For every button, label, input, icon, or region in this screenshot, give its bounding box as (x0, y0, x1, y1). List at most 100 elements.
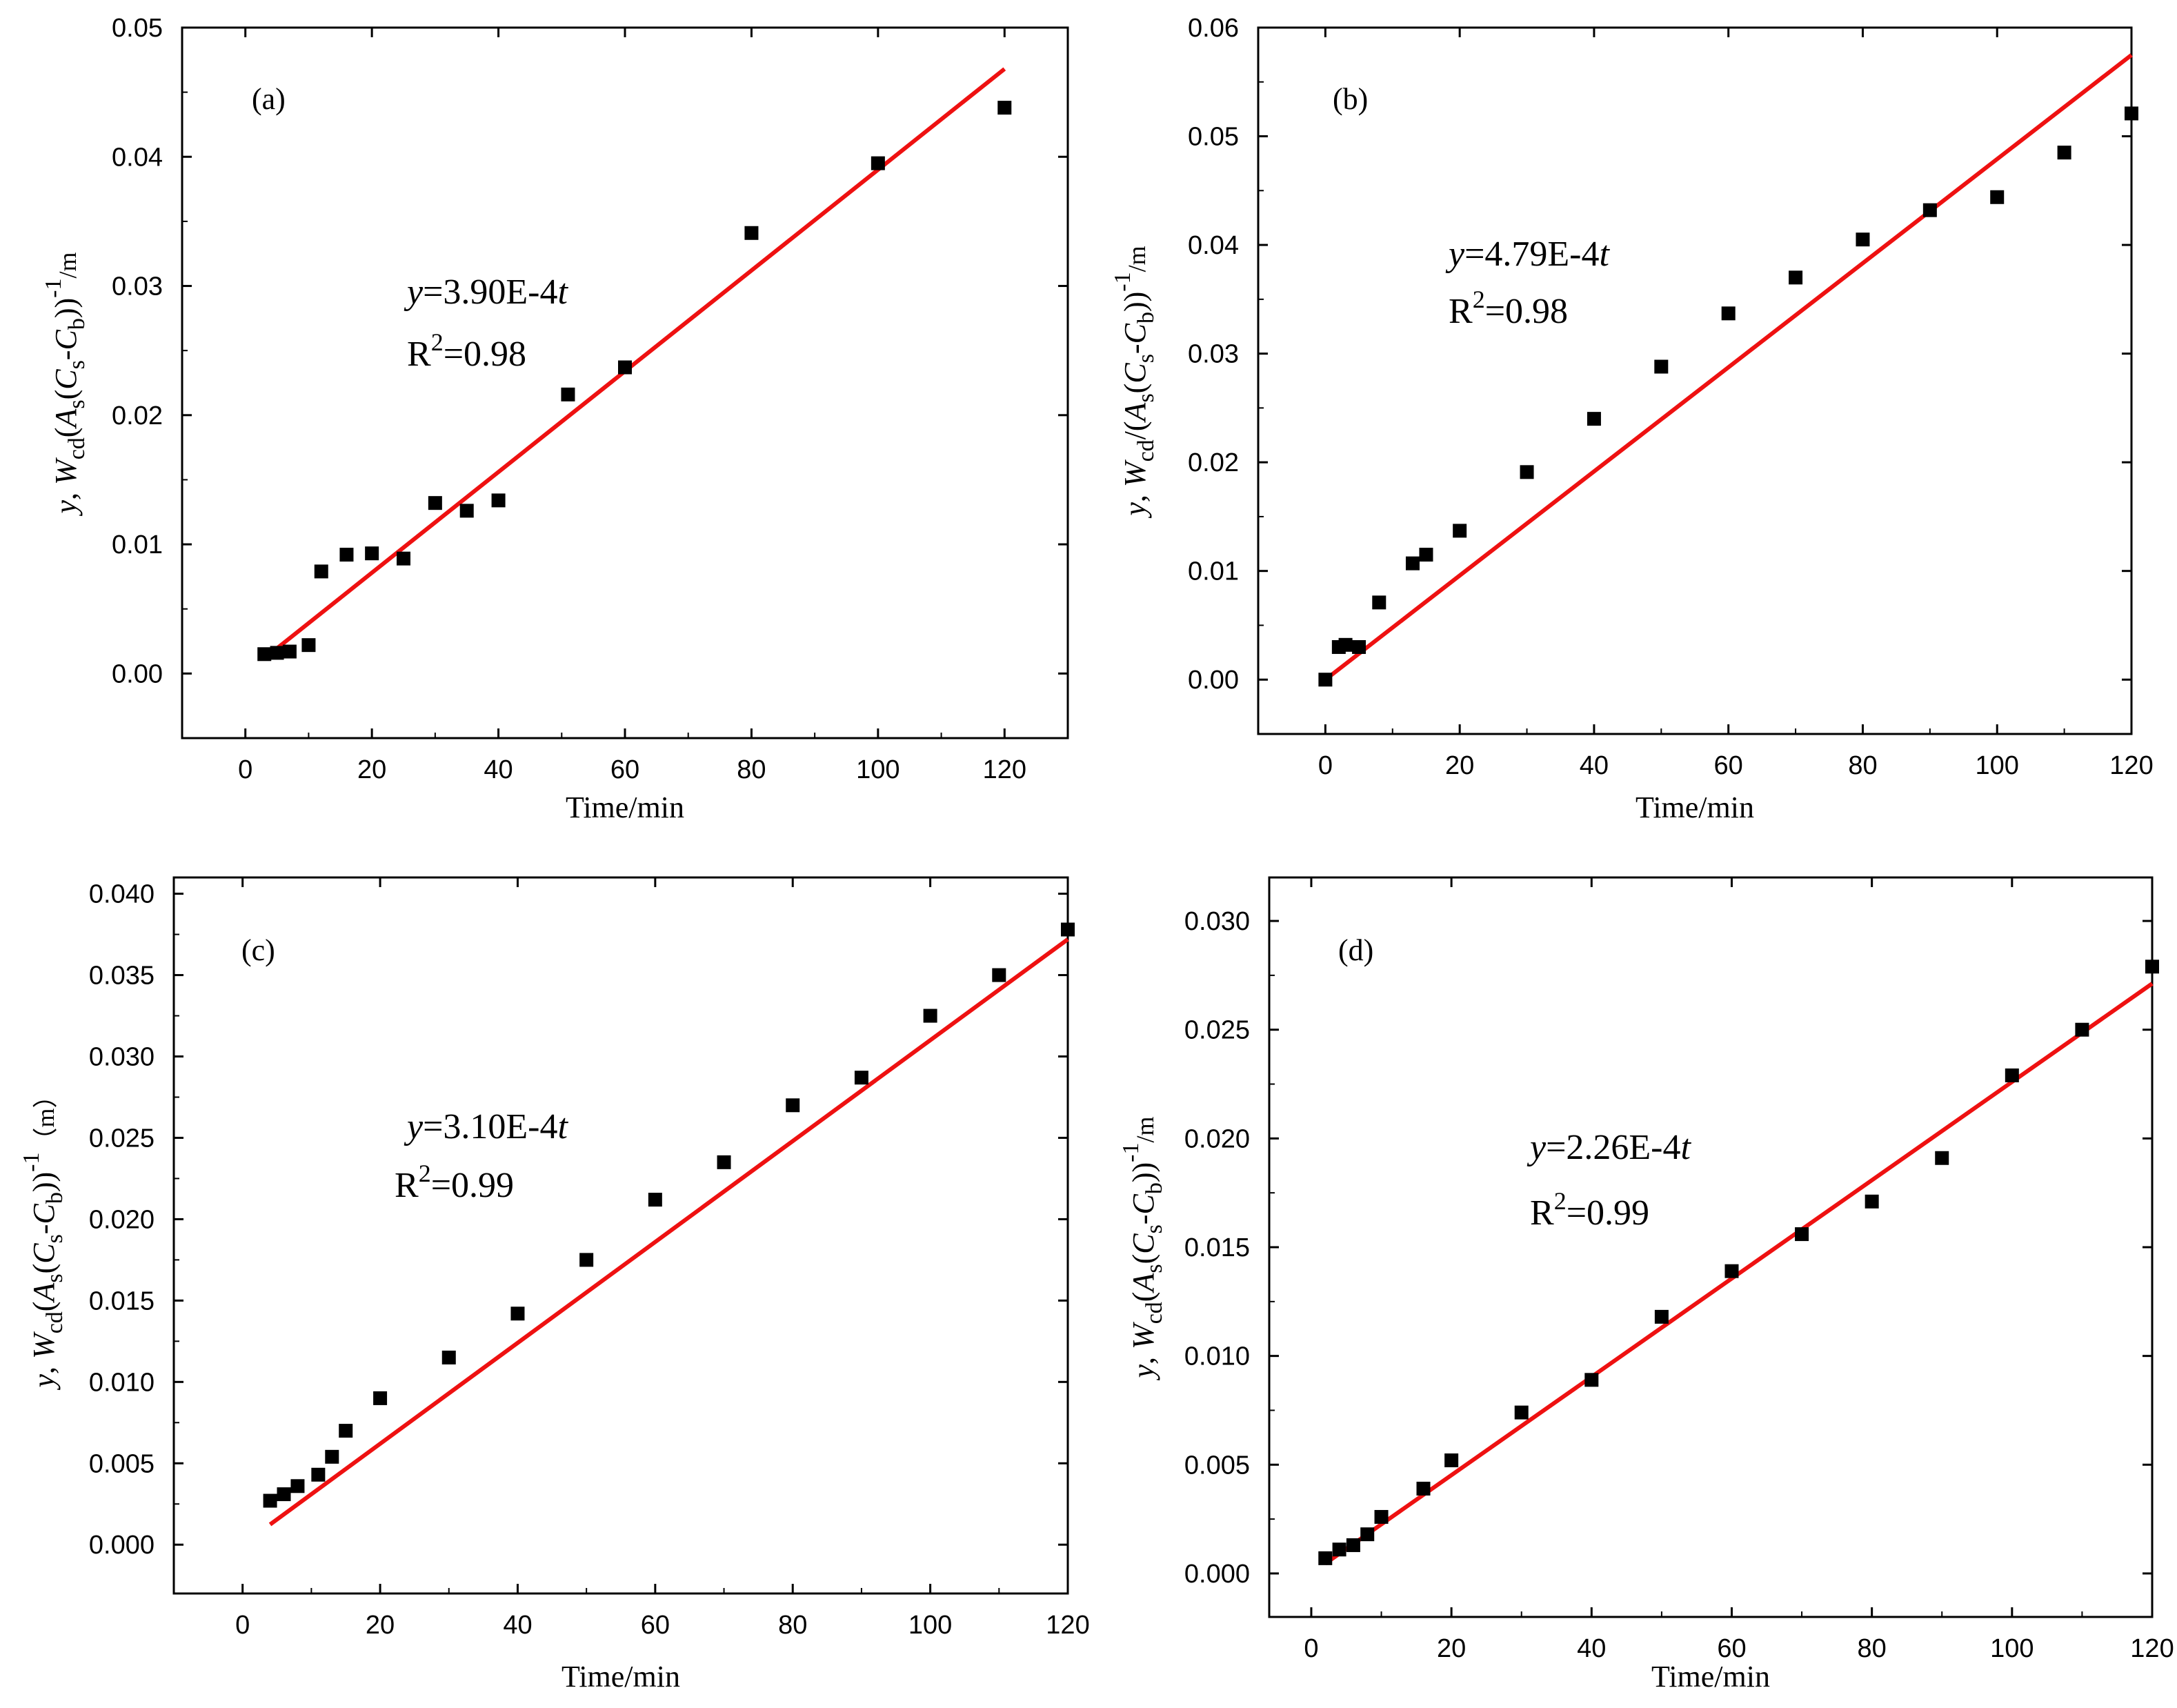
x-axis-title: Time/min (561, 1660, 680, 1694)
fit-line (1324, 982, 2154, 1566)
x-tick-label: 80 (778, 1611, 807, 1640)
data-point (459, 504, 474, 518)
y-tick-label: 0.04 (1188, 231, 1239, 260)
y-tick-label: 0.005 (1184, 1451, 1250, 1480)
y-tick-label: 0.030 (1184, 907, 1250, 936)
y-tick-label: 0.020 (89, 1205, 155, 1234)
data-point (2005, 1068, 2019, 1082)
fit-equation: y=3.10E-4t (404, 1107, 569, 1146)
x-tick-label: 120 (2130, 1634, 2174, 1663)
data-point (1444, 1453, 1459, 1467)
data-point (373, 1391, 388, 1405)
panel-label: (b) (1333, 82, 1368, 116)
data-point (1587, 412, 1601, 426)
x-tick-label: 60 (1714, 751, 1743, 780)
fit-line (268, 937, 1069, 1527)
y-axis-title: y, Wcd/(As(Cs-Cb))-1/m (1110, 246, 1159, 518)
y-tick-label: 0.010 (89, 1368, 155, 1397)
y-tick-label: 0.00 (1188, 666, 1239, 695)
x-tick-label: 60 (1717, 1634, 1746, 1663)
y-tick-label: 0.000 (1184, 1560, 1250, 1589)
data-point (1346, 1538, 1360, 1552)
data-point (992, 968, 1006, 982)
panel-label: (c) (241, 933, 275, 967)
y-tick-label: 0.00 (112, 659, 163, 688)
x-tick-label: 60 (641, 1611, 670, 1640)
data-point (1584, 1373, 1599, 1387)
data-point (510, 1307, 525, 1321)
data-point (301, 638, 316, 653)
data-point (854, 1071, 868, 1085)
data-point (1935, 1151, 1949, 1165)
data-point (1338, 637, 1353, 652)
y-tick-label: 0.015 (1184, 1233, 1250, 1262)
x-tick-label: 100 (856, 755, 899, 784)
panel-d: 0 20 40 60 80 100 120 0.000 0.005 0.010 0.015 0.020… (1118, 876, 2174, 1694)
plot-frame (1268, 876, 2154, 1618)
x-tick-label: 0 (235, 1611, 250, 1640)
data-point (1405, 556, 1420, 570)
x-tick-label: 0 (1318, 751, 1333, 780)
x-tick-label: 20 (1437, 1634, 1466, 1663)
plot-frame (1257, 26, 2133, 735)
x-tick-label: 60 (610, 755, 639, 784)
data-point (923, 1009, 937, 1023)
panel-label: (d) (1338, 933, 1373, 967)
data-point (1856, 232, 1870, 247)
data-point (290, 1479, 305, 1493)
y-tick-label: 0.03 (1188, 340, 1239, 369)
y-tick-label: 0.040 (89, 880, 155, 909)
x-tick-label: 40 (1580, 751, 1609, 780)
x-tick-label: 80 (1848, 751, 1877, 780)
data-point (2075, 1022, 2089, 1037)
data-point (1318, 1551, 1333, 1565)
x-axis-title: Time/min (1651, 1660, 1770, 1694)
data-point (1520, 465, 1534, 479)
data-point (397, 551, 410, 566)
x-tick-label: 100 (908, 1611, 952, 1640)
data-point (1318, 673, 1333, 687)
data-point (648, 1193, 662, 1207)
data-point (871, 156, 885, 170)
data-point (1514, 1405, 1529, 1420)
x-tick-label: 100 (1976, 751, 2019, 780)
panel-a: 0 20 40 60 80 100 120 0.00 0.01 0.02 0.03 0.04 0.05 (… (41, 14, 1069, 824)
y-tick-label: 0.025 (1184, 1016, 1250, 1045)
x-tick-label: 20 (366, 1611, 395, 1640)
data-point (786, 1098, 800, 1113)
y-axis-title: y, Wcd(As(Cs-Cb))-1（m） (19, 1084, 68, 1391)
data-point (1724, 1264, 1739, 1278)
data-point (1416, 1481, 1431, 1496)
data-point (2057, 146, 2071, 160)
data-point (1374, 1509, 1389, 1524)
data-point (1352, 639, 1366, 654)
data-point (2125, 106, 2138, 121)
x-tick-label: 20 (357, 755, 386, 784)
data-point (1360, 1527, 1375, 1542)
x-tick-label: 40 (1577, 1634, 1606, 1663)
x-tick-label: 20 (1445, 751, 1474, 780)
y-tick-label: 0.02 (1188, 448, 1239, 477)
y-tick-label: 0.015 (89, 1287, 155, 1315)
x-tick-label: 120 (983, 755, 1026, 784)
fit-equation: y=3.90E-4t (404, 272, 569, 312)
panel-c: 0 20 40 60 80 100 120 0.000 0.005 0.010 0.015 0.020… (19, 876, 1090, 1694)
x-tick-label: 80 (1858, 1634, 1887, 1663)
data-point (561, 387, 575, 401)
y-axis-title: y, Wcd(As(Cs-Cb))-1/m (41, 252, 90, 517)
r-squared: R2=0.98 (407, 328, 526, 374)
y-tick-label: 0.05 (1188, 123, 1239, 152)
fit-equation: y=4.79E-4t (1445, 235, 1611, 274)
y-tick-label: 0.010 (1184, 1342, 1250, 1371)
x-tick-label: 120 (2109, 751, 2153, 780)
y-tick-label: 0.05 (112, 14, 163, 43)
x-tick-label: 40 (503, 1611, 532, 1640)
plot-frame (181, 26, 1069, 739)
y-tick-label: 0.03 (112, 272, 163, 301)
y-tick-label: 0.000 (89, 1531, 155, 1560)
data-point (1453, 524, 1467, 538)
fit-line (263, 67, 1006, 660)
data-point (579, 1253, 594, 1267)
fit-line (1324, 53, 2133, 682)
